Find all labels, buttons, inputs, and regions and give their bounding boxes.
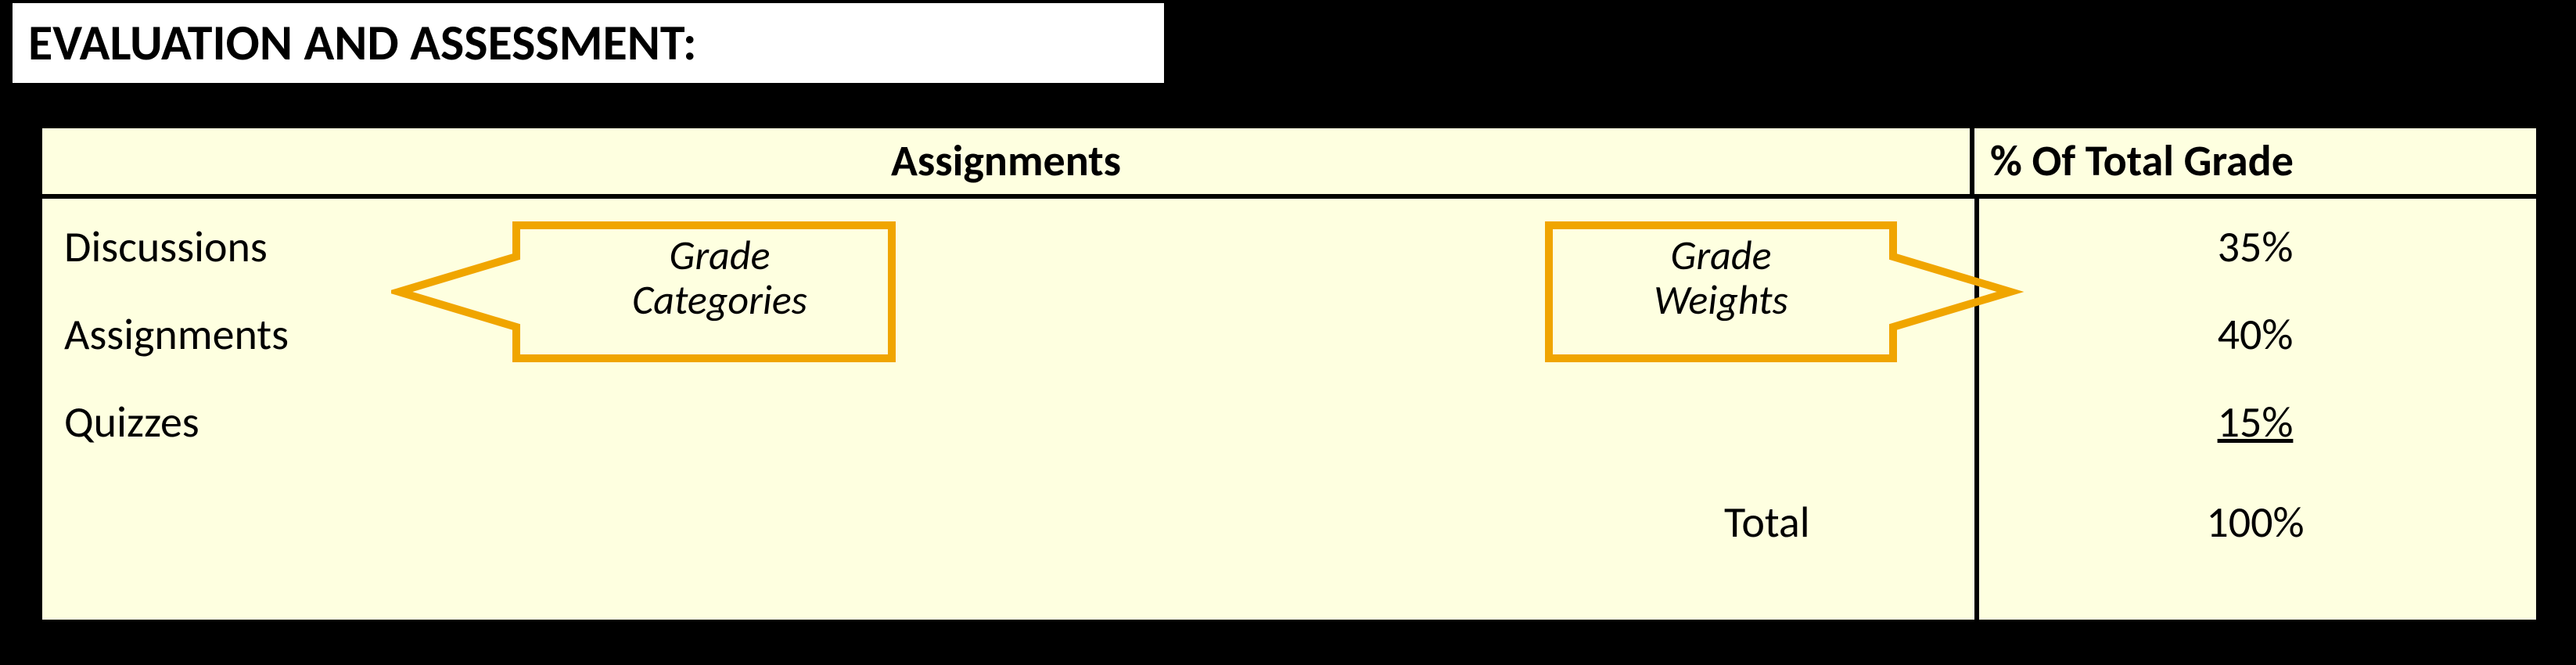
header-cell-pct: % Of Total Grade (1974, 128, 2536, 194)
total-label: Total (1724, 496, 1810, 549)
total-pct: 100% (1974, 496, 2536, 549)
row-pct-assignments: 40% (1974, 308, 2536, 361)
header-cell-assignments: Assignments (42, 128, 1974, 194)
row-pct-discussions: 35% (1974, 221, 2536, 274)
header-pct-label: % Of Total Grade (1990, 135, 2294, 188)
section-title: EVALUATION AND ASSESSMENT: (28, 13, 697, 74)
row-label-assignments: Assignments (64, 308, 289, 361)
table-header-row: Assignments % Of Total Grade (42, 128, 2536, 199)
row-label-discussions: Discussions (64, 221, 268, 274)
canvas: EVALUATION AND ASSESSMENT: Assignments %… (0, 0, 2576, 665)
row-label-quizzes: Quizzes (64, 396, 199, 449)
title-box: EVALUATION AND ASSESSMENT: (9, 0, 1167, 86)
header-assignments-label: Assignments (891, 135, 1121, 188)
row-pct-quizzes: 15% (1974, 396, 2536, 449)
grade-table: Assignments % Of Total Grade Discussions… (38, 124, 2541, 624)
table-body: Discussions 35% Assignments 40% Quizzes … (42, 199, 2536, 620)
